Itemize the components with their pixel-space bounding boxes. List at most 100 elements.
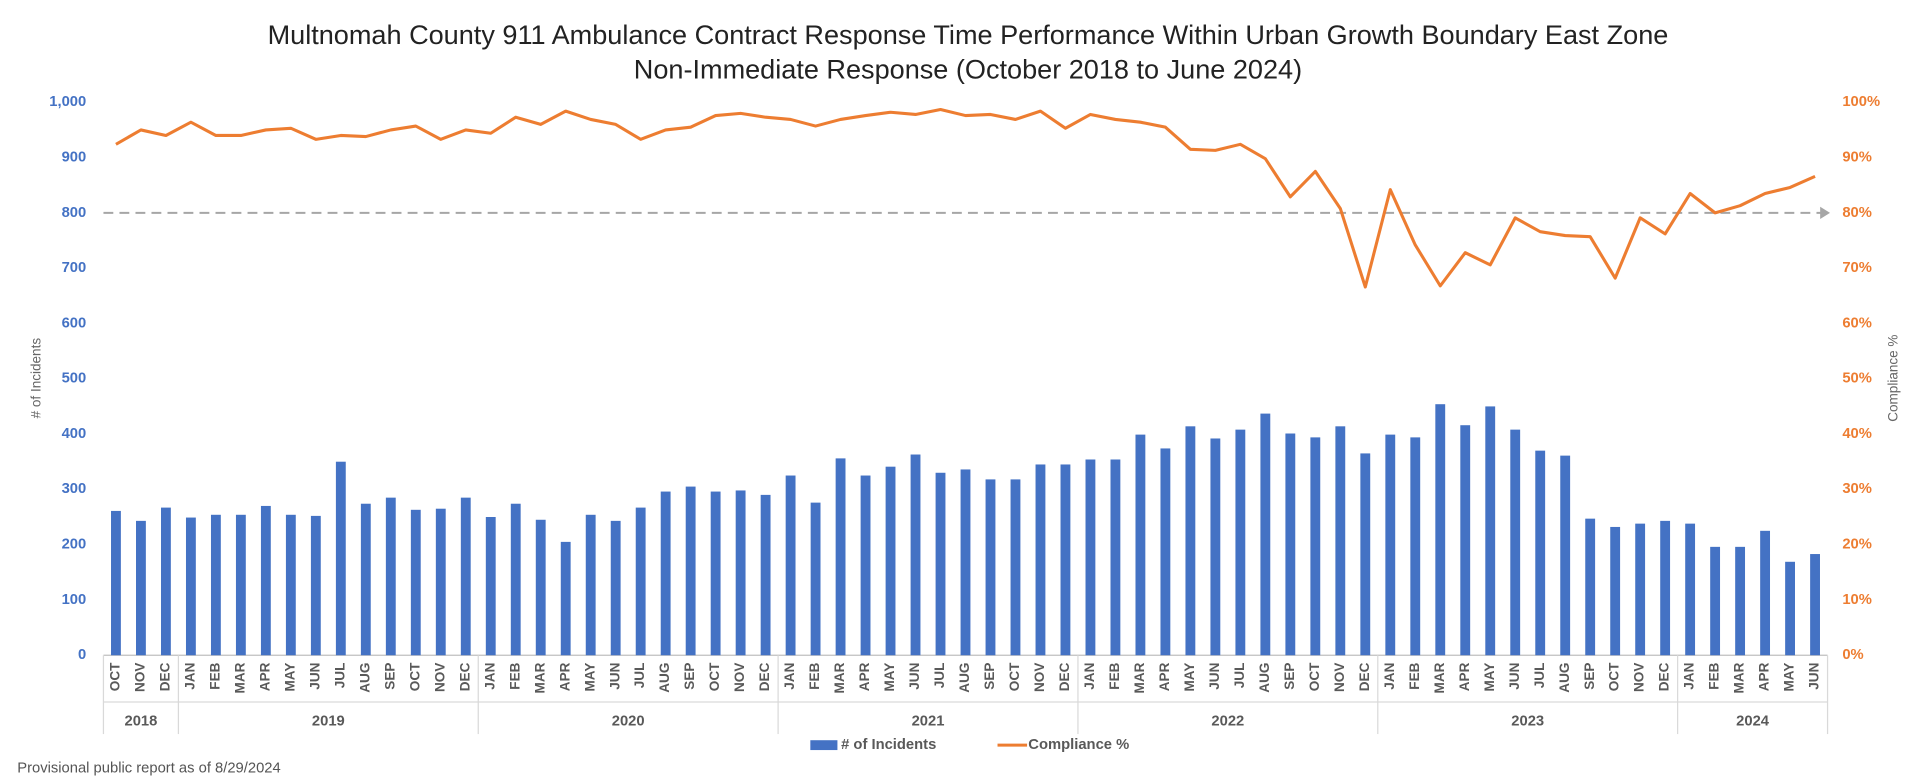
x-tick-label: OCT [108,662,123,691]
x-tick-label: OCT [1007,662,1022,691]
x-tick-label: MAR [532,662,547,693]
x-tick-label: AUG [1257,663,1272,693]
y-tick-label: 1,000 [49,94,86,110]
x-tick-label: APR [1757,662,1772,691]
year-label: 2021 [912,714,945,730]
y-tick-label: 200 [62,537,87,553]
bar [111,510,121,656]
bar [1110,459,1121,656]
x-tick-label: NOV [133,663,148,692]
x-tick-label: AUG [1557,663,1572,693]
footnote: Provisional public report as of 8/29/202… [17,760,280,776]
bar [310,515,321,656]
x-tick-label: FEB [1707,662,1722,689]
bar [1310,437,1321,656]
bar [1460,425,1471,656]
legend-label: # of Incidents [841,737,936,753]
x-tick-label: JUN [307,663,322,690]
x-tick-label: DEC [1057,662,1072,691]
x-tick-label: JUN [607,663,622,690]
bar [535,519,546,656]
bar [1510,429,1521,656]
y2-axis-title: Compliance % [1886,335,1901,422]
x-tick-label: SEP [982,663,997,690]
x-tick-label: JUN [1207,663,1222,690]
bar [1385,434,1396,656]
x-tick-label: FEB [207,662,222,689]
bar [1435,404,1446,656]
x-tick-label: NOV [432,663,447,692]
x-tick-label: JAN [1682,663,1697,690]
bar [660,491,671,656]
bar [735,490,746,656]
x-tick-label: NOV [732,663,747,692]
bar [910,454,921,656]
year-label: 2024 [1736,714,1770,730]
bar [410,509,421,656]
bar [835,458,846,656]
y-axis-title: # of Incidents [29,338,44,419]
bar [585,514,596,656]
x-tick-label: JAN [1082,663,1097,690]
bar [1535,450,1546,656]
x-tick-label: MAR [1132,662,1147,693]
x-tick-label: MAY [582,663,597,692]
year-label: 2020 [612,714,645,730]
bar [160,507,171,656]
x-tick-label: NOV [1032,663,1047,692]
y2-tick-label: 40% [1842,426,1872,442]
bar [1735,546,1746,656]
y2-tick-label: 70% [1842,260,1872,276]
x-tick-label: AUG [357,663,372,693]
x-tick-label: JUL [932,663,947,689]
bar [185,517,196,656]
bar [1060,464,1071,656]
bar [510,503,521,656]
bar [136,520,146,656]
bar [635,507,646,656]
bar [1660,520,1671,656]
bar [1335,426,1346,656]
x-tick-label: OCT [707,662,722,691]
x-tick-label: APR [1457,662,1472,691]
bar [935,472,946,656]
bar [260,505,271,656]
bar [1035,464,1046,656]
x-tick-label: AUG [957,663,972,693]
x-tick-label: SEP [1582,663,1597,690]
y2-tick-label: 20% [1842,537,1872,553]
y2-tick-label: 60% [1842,315,1872,331]
bar [1485,406,1496,656]
bar [1135,434,1146,656]
bar [985,479,996,656]
x-tick-label: SEP [382,663,397,690]
x-tick-label: JUL [632,663,647,689]
y-tick-label: 300 [62,481,87,497]
bar [710,491,721,656]
bar [1235,429,1246,656]
bar [335,461,346,656]
bar [1785,561,1795,656]
x-tick-label: JAN [782,663,797,690]
bar [685,486,696,656]
x-tick-label: SEP [682,663,697,690]
x-tick-label: JUL [1532,663,1547,689]
x-tick-label: MAY [282,663,297,692]
x-tick-label: OCT [1607,662,1622,691]
x-tick-label: MAR [832,662,847,693]
bar [285,514,296,656]
bar [360,503,371,656]
bar [385,497,396,656]
bar [560,541,571,656]
y-tick-label: 400 [62,426,87,442]
bar [760,494,771,656]
reference-arrow [1820,206,1831,220]
x-tick-label: APR [857,662,872,691]
y2-tick-label: 90% [1842,149,1872,165]
x-tick-label: APR [557,662,572,691]
x-tick-label: AUG [657,663,672,693]
x-tick-label: JUL [332,663,347,689]
year-label: 2023 [1511,714,1544,730]
x-tick-label: DEC [757,662,772,691]
